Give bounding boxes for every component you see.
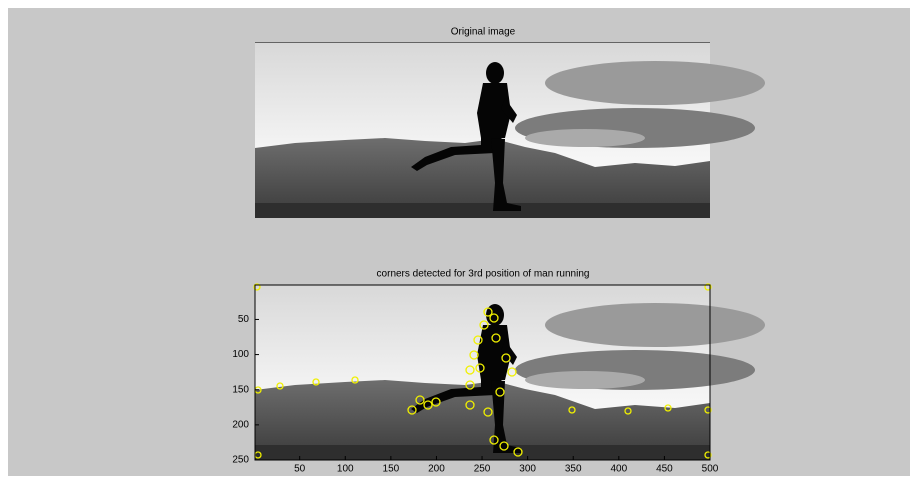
y-tick-label: 150 [232,384,249,395]
y-tick-label: 200 [232,420,249,431]
x-tick-label: 400 [610,464,627,475]
top-axes-title: Original image [451,27,516,38]
y-tick-label: 100 [232,349,249,360]
original-image [255,43,765,218]
x-tick-label: 100 [337,464,354,475]
x-tick-label: 200 [428,464,445,475]
x-tick-label: 350 [565,464,582,475]
x-tick-label: 500 [702,464,719,475]
x-tick-label: 50 [294,464,306,475]
corner-image [255,285,765,460]
page: Original image corners detected for 3rd … [0,0,917,483]
x-tick-label: 300 [519,464,536,475]
y-tick-label: 50 [238,314,250,325]
y-tick-label: 250 [232,455,249,466]
bottom-axes-title: corners detected for 3rd position of man… [377,269,590,280]
x-tick-label: 450 [656,464,673,475]
x-tick-label: 150 [383,464,400,475]
x-tick-label: 250 [474,464,491,475]
figure-window: Original image corners detected for 3rd … [0,0,917,483]
